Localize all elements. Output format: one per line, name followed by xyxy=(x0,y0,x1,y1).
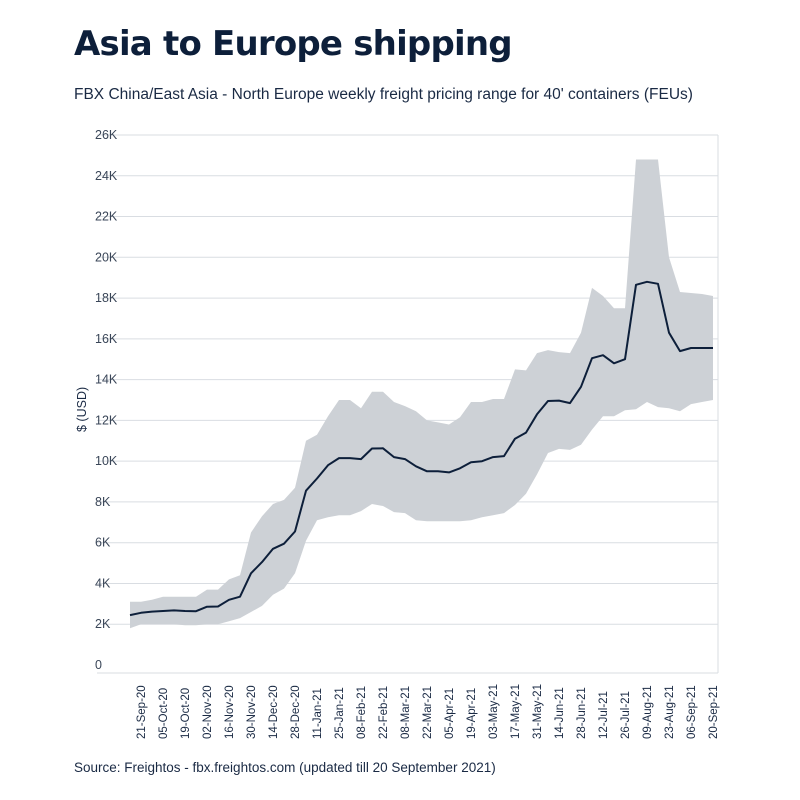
x-tick-label: 08-Feb-21 xyxy=(356,686,368,739)
y-tick-label: 10K xyxy=(95,454,118,468)
x-tick-label: 19-Apr-21 xyxy=(466,688,478,739)
x-tick-label: 03-May-21 xyxy=(488,684,500,739)
y-tick-label: 16K xyxy=(95,332,118,346)
x-tick-label: 16-Nov-20 xyxy=(224,685,236,739)
y-tick-label: 6K xyxy=(95,536,111,550)
index-line-group xyxy=(129,280,713,617)
x-tick-label: 11-Jan-21 xyxy=(312,688,324,739)
x-tick-label: 30-Nov-20 xyxy=(246,685,258,739)
y-tick-label: 20K xyxy=(95,250,118,264)
chart-subtitle: FBX China/East Asia - North Europe weekl… xyxy=(74,86,693,103)
x-tick-label: 22-Mar-21 xyxy=(422,686,434,739)
x-tick-label: 09-Aug-21 xyxy=(642,685,654,739)
y-tick-label: 2K xyxy=(95,617,111,631)
y-tick-label: 4K xyxy=(95,576,111,590)
y-tick-label: 8K xyxy=(95,495,111,509)
x-tick-label: 17-May-21 xyxy=(510,684,522,739)
price-range-band-group xyxy=(130,159,713,629)
x-tick-label: 26-Jul-21 xyxy=(620,691,632,739)
x-tick-label: 28-Dec-20 xyxy=(290,685,302,739)
x-tick-label: 31-May-21 xyxy=(532,684,544,739)
x-tick-label: 23-Aug-21 xyxy=(664,685,676,739)
y-tick-label: 24K xyxy=(95,169,118,183)
x-tick-label: 28-Jun-21 xyxy=(576,687,588,739)
price-range-band xyxy=(130,159,713,629)
x-tick-label: 05-Apr-21 xyxy=(444,688,456,739)
y-tick-label: 22K xyxy=(95,210,118,224)
x-axis-ticks: 21-Sep-20 05-Oct-20 19-Oct-20 02-Nov-20 16-N… xyxy=(136,684,720,739)
x-tick-label: 25-Jan-21 xyxy=(334,687,346,739)
y-axis-label: $ (USD) xyxy=(75,387,89,432)
x-tick-label: 20-Sep-21 xyxy=(708,685,720,739)
x-tick-label: 05-Oct-20 xyxy=(158,688,170,739)
x-tick-label: 21-Sep-20 xyxy=(136,685,148,739)
chart-title: Asia to Europe shipping xyxy=(74,24,513,64)
y-tick-label: 0 xyxy=(95,658,102,672)
source-note: Source: Freightos - fbx.freightos.com (u… xyxy=(74,760,496,775)
x-tick-label: 06-Sep-21 xyxy=(686,685,698,739)
y-axis-ticks: 0 2K 4K 6K 8K 10K 12K 14K 16K 18K 20K 22K 24K 26K xyxy=(95,128,118,672)
y-tick-label: 18K xyxy=(95,291,118,305)
x-tick-label: 14-Dec-20 xyxy=(268,685,280,739)
y-tick-label: 12K xyxy=(95,413,118,427)
y-tick-label: 26K xyxy=(95,128,118,142)
index-line xyxy=(129,280,713,617)
x-tick-label: 02-Nov-20 xyxy=(202,685,214,739)
x-tick-label: 19-Oct-20 xyxy=(180,688,192,739)
x-tick-label: 12-Jul-21 xyxy=(598,691,610,739)
y-tick-label: 14K xyxy=(95,373,118,387)
x-tick-label: 22-Feb-21 xyxy=(378,686,390,739)
x-tick-label: 14-Jun-21 xyxy=(554,687,566,739)
x-tick-label: 08-Mar-21 xyxy=(400,686,412,739)
